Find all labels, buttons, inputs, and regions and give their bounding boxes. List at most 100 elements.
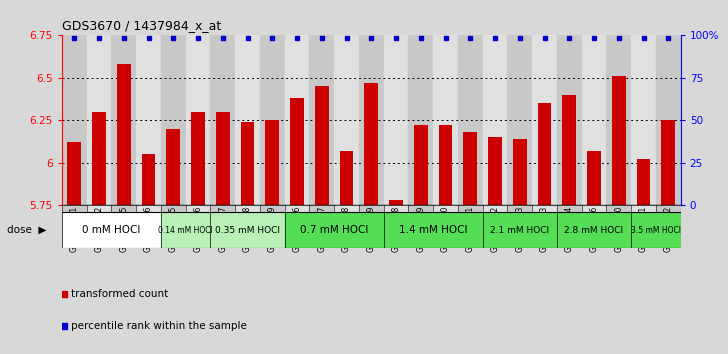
Bar (557, 212, 631, 248)
Bar (631, 35, 656, 205)
Bar (557, 205, 582, 212)
Bar (612, 76, 625, 205)
Text: GSM387702: GSM387702 (491, 206, 499, 252)
Bar (111, 35, 136, 205)
Bar (62, 35, 87, 205)
Bar (637, 159, 650, 205)
Text: GSM387698: GSM387698 (392, 206, 400, 252)
Text: GSM387649: GSM387649 (268, 206, 277, 252)
Text: GSM387647: GSM387647 (218, 206, 227, 252)
Bar (260, 35, 285, 205)
Text: 1.4 mM HOCl: 1.4 mM HOCl (399, 225, 467, 235)
Bar (433, 35, 458, 205)
Text: GSM387645: GSM387645 (169, 206, 178, 252)
Text: GSM387714: GSM387714 (565, 206, 574, 252)
Bar (384, 35, 408, 205)
Text: 2.1 mM HOCl: 2.1 mM HOCl (490, 225, 550, 235)
Text: GSM387606: GSM387606 (144, 206, 153, 252)
Bar (136, 205, 161, 212)
Bar (389, 200, 403, 205)
Bar (216, 112, 229, 205)
Text: GSM387700: GSM387700 (441, 206, 450, 252)
Bar (309, 205, 334, 212)
Bar (111, 205, 136, 212)
Bar (538, 103, 551, 205)
Bar (513, 139, 526, 205)
Bar (587, 151, 601, 205)
Bar (136, 35, 161, 205)
Text: 3.5 mM HOCl: 3.5 mM HOCl (631, 225, 681, 235)
Bar (433, 205, 458, 212)
Bar (340, 151, 353, 205)
Text: GSM387751: GSM387751 (639, 206, 648, 252)
Bar (142, 154, 155, 205)
Bar (532, 205, 557, 212)
Bar (582, 205, 606, 212)
Bar (656, 205, 681, 212)
Bar (285, 212, 384, 248)
Bar (315, 86, 328, 205)
Bar (334, 35, 359, 205)
Bar (210, 35, 235, 205)
Bar (458, 35, 483, 205)
Text: GSM387750: GSM387750 (614, 206, 623, 252)
Bar (87, 205, 111, 212)
Bar (235, 205, 260, 212)
Text: GSM387678: GSM387678 (342, 206, 351, 252)
Bar (606, 35, 631, 205)
Bar (408, 205, 433, 212)
Bar (186, 35, 210, 205)
Bar (408, 35, 433, 205)
Text: 0.14 mM HOCl: 0.14 mM HOCl (158, 225, 213, 235)
Text: GSM387679: GSM387679 (367, 206, 376, 252)
Bar (458, 205, 483, 212)
Bar (161, 35, 186, 205)
Bar (191, 112, 205, 205)
Bar (62, 212, 161, 248)
Bar (507, 205, 532, 212)
Bar (235, 35, 260, 205)
Text: transformed count: transformed count (71, 289, 168, 299)
Bar (414, 125, 427, 205)
Bar (210, 212, 285, 248)
Bar (161, 205, 186, 212)
Text: 0.7 mM HOCl: 0.7 mM HOCl (300, 225, 368, 235)
Bar (384, 212, 483, 248)
Bar (68, 142, 81, 205)
Bar (483, 35, 507, 205)
Text: GSM387605: GSM387605 (119, 206, 128, 252)
Bar (359, 205, 384, 212)
Text: 0.35 mM HOCl: 0.35 mM HOCl (215, 225, 280, 235)
Bar (309, 35, 334, 205)
Text: GSM387699: GSM387699 (416, 206, 425, 252)
Bar (285, 205, 309, 212)
Bar (92, 112, 106, 205)
Bar (186, 205, 210, 212)
Bar (606, 205, 631, 212)
Bar (290, 98, 304, 205)
Bar (483, 212, 557, 248)
Bar (241, 122, 254, 205)
Text: 2.8 mM HOCl: 2.8 mM HOCl (564, 225, 624, 235)
Bar (334, 205, 359, 212)
Bar (384, 205, 408, 212)
Text: GSM387601: GSM387601 (70, 206, 79, 252)
Bar (285, 35, 309, 205)
Text: GSM387602: GSM387602 (95, 206, 103, 252)
Text: GSM387701: GSM387701 (466, 206, 475, 252)
Bar (161, 212, 210, 248)
Bar (557, 35, 582, 205)
Bar (532, 35, 557, 205)
Text: GSM387648: GSM387648 (243, 206, 252, 252)
Text: GSM387713: GSM387713 (540, 206, 549, 252)
Bar (117, 64, 130, 205)
Bar (656, 35, 681, 205)
Bar (365, 83, 378, 205)
Text: dose  ▶: dose ▶ (7, 225, 47, 235)
Bar (582, 35, 606, 205)
Text: percentile rank within the sample: percentile rank within the sample (71, 321, 247, 331)
Text: GSM387703: GSM387703 (515, 206, 524, 252)
Bar (167, 129, 180, 205)
Text: GSM387676: GSM387676 (293, 206, 301, 252)
Text: GSM387752: GSM387752 (664, 206, 673, 252)
